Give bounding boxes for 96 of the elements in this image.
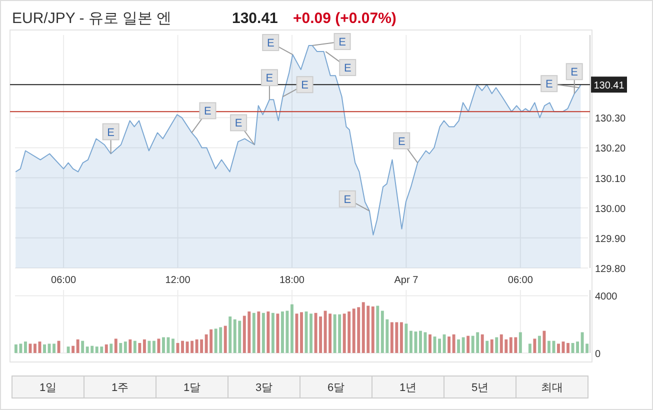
bar (104, 344, 108, 353)
bar (310, 314, 312, 353)
annotation: E (570, 66, 578, 79)
bar (548, 340, 550, 353)
bar (34, 344, 36, 353)
annotation: E (545, 78, 553, 91)
annotation: E (338, 36, 346, 49)
annotation: E (266, 72, 274, 85)
y-tick-label: 0 (595, 349, 601, 360)
bar (400, 322, 403, 353)
annotation: E (398, 136, 406, 148)
x-tick-label: 06:00 (508, 275, 534, 286)
bar (428, 334, 432, 353)
bar (66, 346, 70, 353)
text: 5년 (471, 382, 489, 394)
bar (438, 338, 441, 353)
x-tick-label: 18:00 (279, 275, 305, 286)
text: 6달 (327, 382, 345, 394)
annotation: E (301, 80, 308, 92)
bar (452, 334, 456, 353)
bar (52, 344, 56, 353)
text: 1달 (183, 382, 201, 394)
bar (466, 336, 470, 353)
bar (300, 312, 303, 353)
x-tick-label: 06:00 (51, 275, 76, 286)
bar (538, 336, 541, 353)
bar (518, 332, 522, 353)
y-tick-label: 130.30 (595, 114, 626, 125)
bar (419, 330, 422, 353)
bar (119, 342, 122, 353)
bar (24, 342, 27, 353)
bar (148, 340, 151, 353)
bar (262, 312, 265, 353)
chart-title: EUR/JPY - 유로 일본 엔 (12, 10, 172, 27)
y-tick-label: 129.90 (595, 234, 626, 245)
ref-line-label: 130.41 (594, 80, 625, 92)
bar (57, 340, 60, 353)
bar (576, 342, 580, 353)
annotation: E (107, 126, 114, 139)
bar (566, 342, 570, 353)
bar (457, 339, 460, 353)
annotation: E (266, 38, 274, 50)
annotation: E (344, 194, 352, 206)
bar (557, 344, 560, 353)
bar (43, 344, 46, 353)
y-tick-label: 130.10 (595, 174, 626, 185)
bar (290, 304, 294, 353)
x-tick-label: 12:00 (165, 275, 191, 286)
bar (252, 312, 256, 353)
bar (128, 339, 132, 353)
bar (172, 338, 174, 353)
bar (486, 340, 489, 353)
annotation: E (204, 106, 212, 118)
bar (462, 337, 465, 353)
bar (162, 337, 165, 353)
bar (542, 330, 546, 353)
bar (76, 339, 80, 353)
bar (81, 340, 84, 353)
text: 3달 (255, 382, 273, 394)
y-tick-label: 129.80 (595, 264, 626, 275)
bar (152, 340, 156, 353)
annotation: E (344, 62, 352, 75)
text: +0.09 (+0.07%) (293, 10, 396, 27)
bar (181, 340, 184, 353)
bar (371, 306, 374, 353)
bar (490, 339, 494, 353)
y-tick-label: 4000 (595, 292, 618, 303)
text: 1일 (39, 382, 57, 394)
text: 1년 (399, 382, 417, 394)
bar (228, 316, 232, 353)
bar (133, 340, 136, 353)
bar (495, 337, 498, 353)
bar (257, 311, 260, 353)
x-tick-label: Apr 7 (394, 275, 419, 286)
bar (224, 326, 227, 353)
bar (533, 338, 536, 353)
bar (480, 334, 484, 353)
bar (72, 346, 75, 353)
bar (110, 344, 113, 353)
bar (528, 344, 532, 353)
annotation: E (234, 118, 242, 130)
bar (266, 311, 270, 353)
bar (142, 339, 146, 353)
bar (276, 314, 280, 353)
bar (114, 338, 118, 353)
bar (271, 312, 274, 353)
bar (448, 336, 451, 353)
y-tick-label: 130.20 (595, 144, 626, 155)
bar (124, 342, 127, 353)
bar (404, 324, 408, 353)
text: 130.41 (232, 10, 278, 27)
bar (376, 306, 380, 353)
text: 최대 (541, 382, 563, 394)
bar (138, 342, 142, 353)
y-tick-label: 130.00 (595, 204, 626, 215)
text: 1주 (111, 382, 129, 394)
